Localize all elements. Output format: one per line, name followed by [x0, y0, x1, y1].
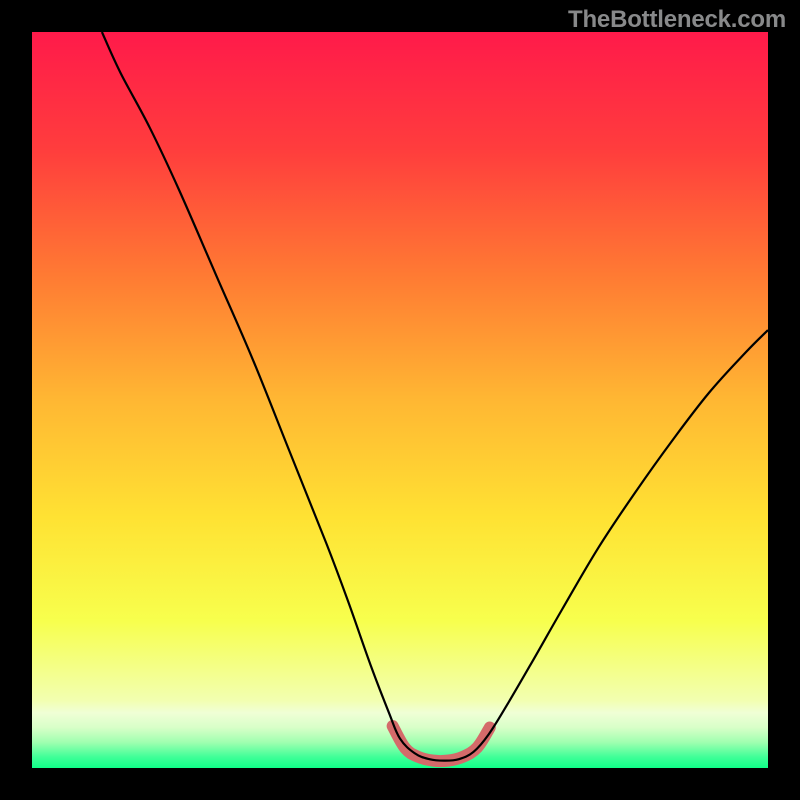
watermark-text: TheBottleneck.com — [568, 6, 786, 34]
plot-area — [32, 32, 768, 768]
gradient-background — [32, 32, 768, 768]
chart-frame: TheBottleneck.com — [0, 0, 800, 800]
plot-svg — [32, 32, 768, 768]
